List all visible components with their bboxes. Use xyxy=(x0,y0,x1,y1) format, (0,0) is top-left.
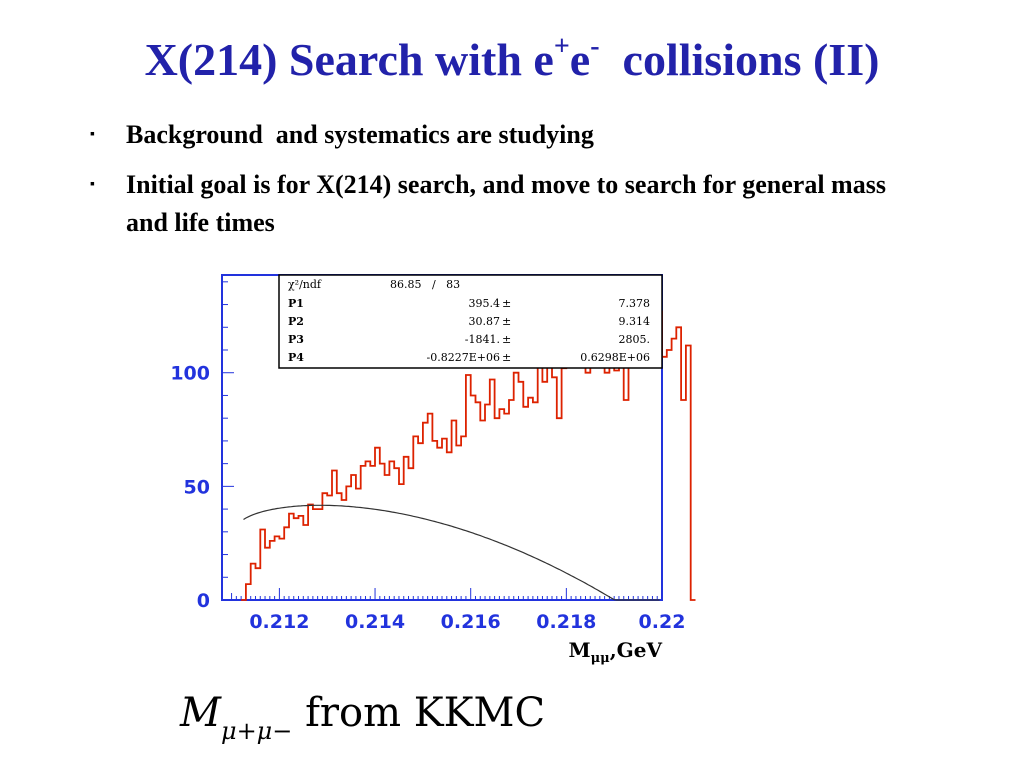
stats-p2-name: P2 xyxy=(288,315,304,328)
stats-p2-err: 9.314 xyxy=(619,315,651,328)
x-axis-label-main: M xyxy=(569,638,591,662)
title-mid: e xyxy=(569,34,591,85)
title-sup-plus: + xyxy=(553,30,570,62)
stats-p2-pm: ± xyxy=(502,315,511,328)
stats-p3-err: 2805. xyxy=(619,333,651,346)
stats-p2-value: 30.87 xyxy=(469,315,501,328)
stats-box-frame xyxy=(278,274,663,369)
x-tick-label: 0.218 xyxy=(536,611,596,633)
caption-text: from KKMC xyxy=(292,690,546,736)
title-sup-minus: - xyxy=(590,30,600,62)
stats-p4-err: 0.6298E+06 xyxy=(580,351,650,364)
histogram-chart: 0.212 0.214 0.216 0.218 0.22 0 50 100 χ²/ndf 86… xyxy=(170,274,696,666)
title-main: X(214) Search with e xyxy=(144,34,554,85)
stats-p1-name: P1 xyxy=(288,297,304,310)
stats-p3-name: P3 xyxy=(288,333,304,346)
caption-sub: μ+μ− xyxy=(220,717,293,745)
bullet-text: Background and systematics are studying xyxy=(126,120,594,149)
x-axis-label-unit: ,GeV xyxy=(610,638,663,662)
bullet-marker: ▪ xyxy=(90,177,95,192)
stats-p4-name: P4 xyxy=(288,351,304,364)
stats-p4-pm: ± xyxy=(502,351,511,364)
fit-curve xyxy=(243,504,660,601)
stats-p1-err: 7.378 xyxy=(619,297,651,310)
chart-caption: Mμ+μ− from KKMC xyxy=(180,690,546,745)
x-tick-label: 0.212 xyxy=(249,611,309,633)
stats-p1-value: 395.4 xyxy=(469,297,501,310)
x-tick-label: 0.22 xyxy=(639,611,686,633)
stats-p4-value: -0.8227E+06 xyxy=(427,351,500,364)
stats-box: χ²/ndf 86.85 / 83 P1 395.4 ± 7.378 P2 30… xyxy=(278,274,663,369)
stats-p3-value: -1841. xyxy=(465,333,500,346)
slide-title: X(214) Search with e+e- collisions (II) xyxy=(0,30,1024,90)
title-end: collisions (II) xyxy=(599,34,880,85)
x-axis-label: Mμμ,GeV xyxy=(569,638,663,666)
bullet-text: Initial goal is for X(214) search, and m… xyxy=(126,170,886,237)
x-tick-label: 0.214 xyxy=(345,611,405,633)
stats-p3-pm: ± xyxy=(502,333,511,346)
y-tick-label: 0 xyxy=(197,590,210,612)
bullet-marker: ▪ xyxy=(90,127,95,142)
stats-header-label: χ²/ndf xyxy=(288,278,322,291)
caption-math: M xyxy=(180,690,221,736)
stats-p1-pm: ± xyxy=(502,297,511,310)
stats-header-value: 86.85 / 83 xyxy=(390,278,460,291)
y-tick-label: 100 xyxy=(170,363,210,385)
y-tick-label: 50 xyxy=(184,476,210,498)
x-axis-label-sub: μμ xyxy=(591,651,611,666)
x-tick-label: 0.216 xyxy=(441,611,501,633)
axis-tick-labels: 0.212 0.214 0.216 0.218 0.22 0 50 100 xyxy=(170,363,685,633)
